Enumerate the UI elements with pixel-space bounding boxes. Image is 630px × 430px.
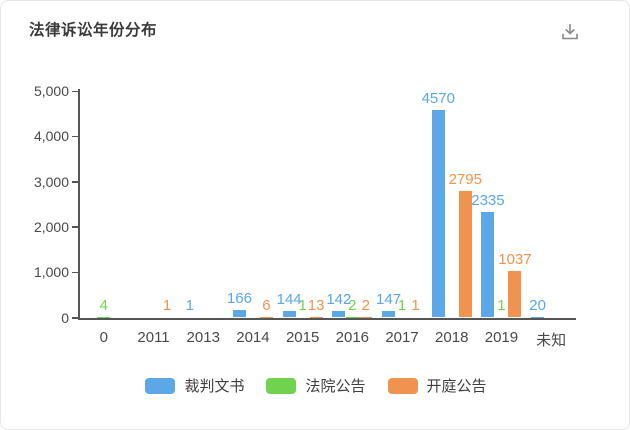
y-axis-label: 3,000 [33,173,69,190]
bar-judgment-documents-2015[interactable] [282,310,296,318]
download-icon-glyph [562,23,578,40]
x-axis-label: 2016 [335,328,370,346]
y-axis-tick [72,90,78,92]
legend-marker-court-announcements [266,377,297,394]
bar-value-label: 1 [298,297,307,315]
x-axis-label: 0 [99,328,109,346]
bar-value-label: 1 [162,297,172,315]
bar-value-label: 1 [497,297,506,315]
bar-value-label: 147 [376,290,402,308]
y-axis-label: 4,000 [33,128,69,145]
bar-hearing-announcements-2018[interactable] [458,190,472,318]
bar-value-label: 166 [226,289,252,307]
legend-item-court-announcements[interactable]: 法院公告 [266,375,366,396]
legend-label: 法院公告 [305,378,366,395]
y-axis-tick [72,271,78,274]
x-axis-label: 未知 [536,331,567,349]
bar-judgment-documents-未知[interactable] [531,316,545,318]
bar-value-label: 20 [529,296,546,314]
bar-value-label: 2795 [448,170,482,188]
bar-judgment-documents-2016[interactable] [332,311,346,318]
bar-judgment-documents-2018[interactable] [431,110,445,318]
download-icon[interactable] [559,21,581,43]
x-axis-label: 2015 [285,328,320,346]
bar-value-label: 1 [397,297,407,315]
bar-value-label: 2 [348,297,357,315]
bar-value-label: 1 [185,297,194,315]
bar-value-label: 1 [411,297,420,315]
legend-marker-judgment-documents [145,377,176,394]
bar-value-label: 13 [307,296,325,314]
x-axis-label: 2017 [385,328,419,346]
legend-item-judgment-documents[interactable]: 裁判文书 [145,375,244,396]
y-axis-tick [72,181,78,183]
bar-value-label: 4570 [421,90,455,108]
bar-hearing-announcements-2019[interactable] [508,270,522,318]
y-axis-tick [72,135,78,138]
legend-item-hearing-announcements[interactable]: 开庭公告 [387,375,487,396]
bar-judgment-documents-2014[interactable] [232,309,246,318]
y-axis-label: 0 [61,309,69,326]
y-axis-label: 2,000 [33,218,69,235]
bar-hearing-announcements-2015[interactable] [309,316,323,318]
bar-value-label: 144 [276,290,302,308]
legend-marker-hearing-announcements [387,377,418,394]
bar-value-label: 4 [99,297,109,315]
chart-title: 法律诉讼年份分布 [29,22,158,39]
x-axis-line [78,317,576,320]
y-axis-label: 1,000 [33,264,69,281]
y-axis-tick [72,317,78,319]
y-axis-tick [72,226,78,228]
x-axis-label: 2013 [186,328,220,346]
chart-legend: 裁判文书 法院公告 开庭公告 [1,375,629,396]
y-axis-label: 5,000 [33,83,69,99]
x-axis-label: 2018 [435,328,469,346]
bar-value-label: 1037 [498,250,532,268]
x-axis-label: 2019 [484,328,519,346]
bar-value-label: 2 [361,297,371,315]
bar-value-label: 142 [326,291,352,309]
bar-value-label: 2335 [471,191,505,209]
x-axis-label: 2011 [137,328,170,346]
bar-judgment-documents-2017[interactable] [382,310,396,318]
bar-value-label: 6 [262,297,271,315]
x-axis-label: 2014 [236,328,270,346]
bar-judgment-documents-2019[interactable] [481,211,495,318]
legend-label: 裁判文书 [184,378,245,395]
legend-label: 开庭公告 [426,378,487,395]
y-axis-line [78,89,80,320]
